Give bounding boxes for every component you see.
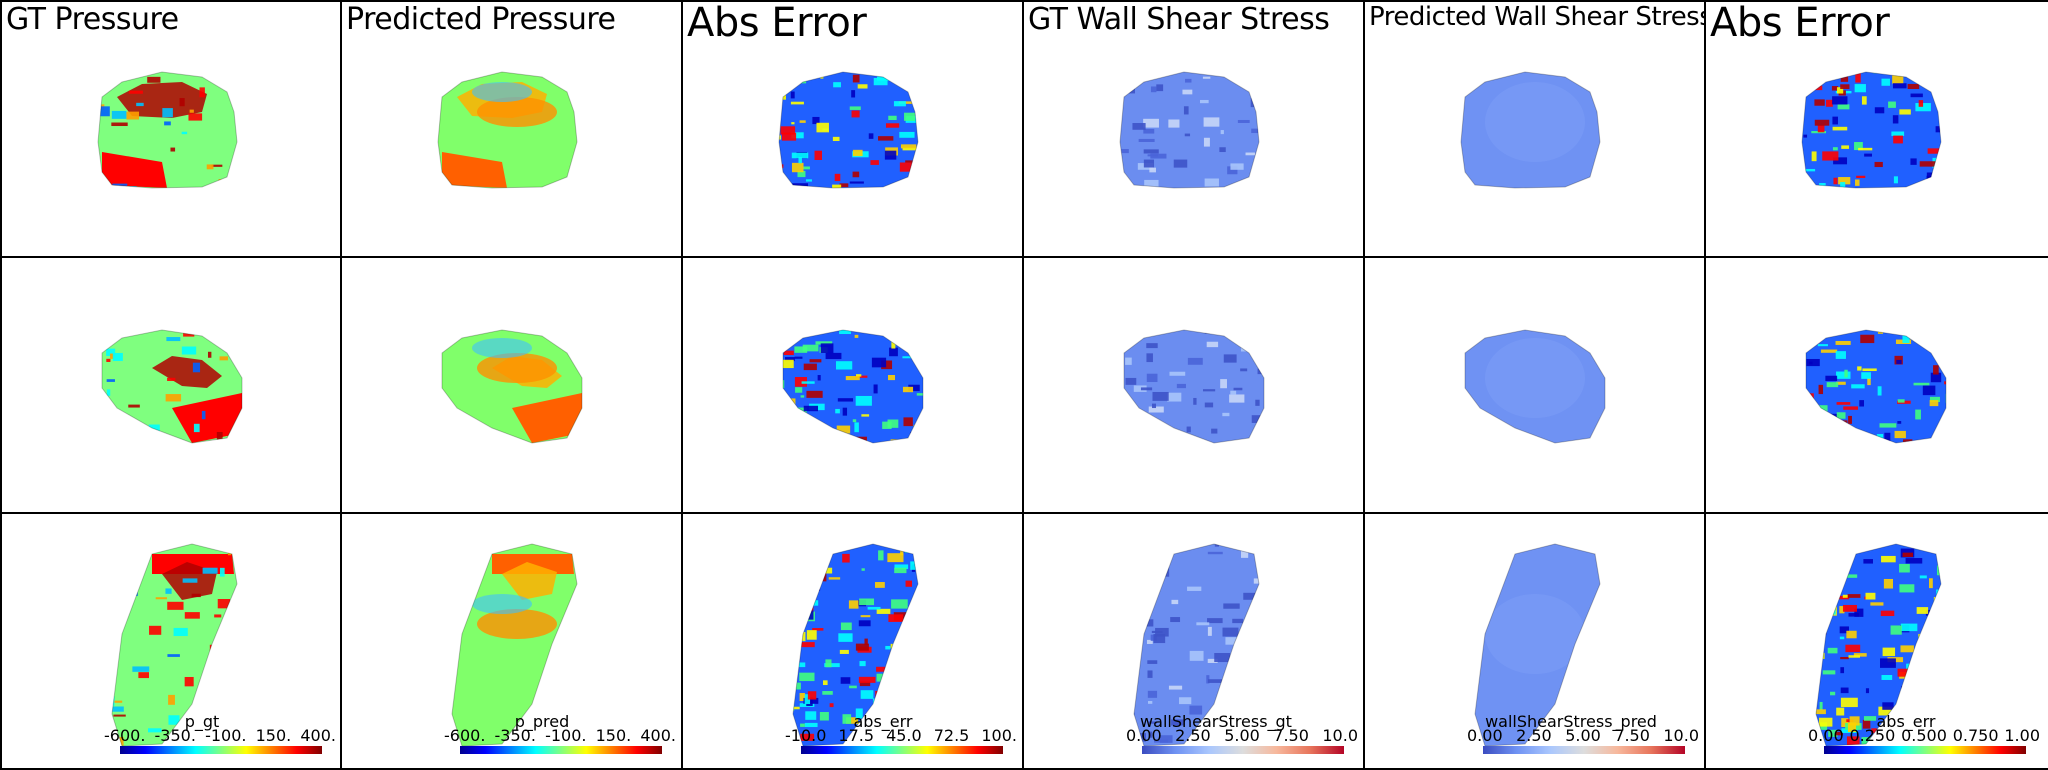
panel-rear-iso-2 (340, 256, 683, 514)
colorbar-tick-label: -350. (154, 726, 196, 745)
colorbar-title: p_gt (184, 712, 220, 731)
panel-bottom-2: p_pred -600. -350. -100. 150. 400. (340, 512, 683, 770)
car-body-surface (1816, 544, 1941, 746)
car-render (1460, 71, 1601, 189)
colorbar-title: p_pred (514, 712, 570, 731)
colorbar-tick-label: -600. (104, 726, 146, 745)
colorbar-tick-label: 0.750 (1952, 726, 1999, 745)
panel-title: Abs Error (687, 0, 867, 46)
panel-side-front-6: Abs Error (1704, 0, 2048, 258)
car-render (1464, 329, 1606, 444)
car-render (101, 329, 243, 444)
colorbar-tick-label: 10.0 (1322, 726, 1358, 745)
colorbar-tick-label: 1.00 (2004, 726, 2040, 745)
panel-rear-iso-4 (1022, 256, 1365, 514)
car-render (97, 71, 238, 189)
colorbar-tick-label: 400. (640, 726, 676, 745)
colorbar-tick-label: 0.250 (1849, 726, 1896, 745)
car-render (441, 329, 583, 444)
colorbar-tick-labels: 0.00 2.50 5.00 7.50 10.0 (1467, 726, 1699, 745)
panel-side-front-3: Abs Error (681, 0, 1024, 258)
car-render (1801, 71, 1942, 189)
colorbar-title: wallShearStress_pred (1485, 712, 1657, 731)
colorbar-tick-label: 7.50 (1614, 726, 1650, 745)
colorbar-tick-label: -10.0 (785, 726, 827, 745)
car-body-surface (793, 544, 918, 746)
colorbar-tick-labels: -10.0 17.5 45.0 72.5 100. (785, 726, 1017, 745)
colorbar (801, 746, 1003, 754)
colorbar-tick-label: -100. (545, 726, 587, 745)
car-render (1474, 543, 1601, 747)
colorbar-tick-label: -350. (494, 726, 536, 745)
car-body-surface (1120, 72, 1259, 188)
colorbar-title: wallShearStress_gt (1140, 712, 1292, 731)
panel-side-front-2: Predicted Pressure (340, 0, 683, 258)
colorbar-tick-label: 400. (300, 726, 336, 745)
panel-title: Abs Error (1710, 0, 1890, 46)
car-body-surface (779, 72, 918, 188)
colorbar-tick-label: 100. (981, 726, 1017, 745)
car-render (1119, 71, 1260, 189)
panel-rear-iso-5 (1363, 256, 1706, 514)
panel-bottom-5: wallShearStress_pred 0.00 2.50 5.00 7.50 10.0 (1363, 512, 1706, 770)
colorbar-tick-label: 0.00 (1126, 726, 1162, 745)
colorbar-tick-label: 17.5 (838, 726, 875, 745)
panel-side-front-5: Predicted Wall Shear Stress (1363, 0, 1706, 258)
colorbar-tick-label: 45.0 (886, 726, 922, 745)
colorbar-tick-label: 5.00 (1565, 726, 1601, 745)
colorbar (120, 746, 322, 754)
colorbar (1824, 746, 2026, 754)
panel-title: GT Pressure (6, 2, 179, 37)
colorbar-tick-label: 0.500 (1901, 726, 1947, 745)
colorbar-tick-label: 150. (255, 726, 292, 745)
colorbar-tick-label: 7.50 (1273, 726, 1309, 745)
colorbar-tick-label: 0.00 (1808, 726, 1844, 745)
car-body-surface (783, 330, 923, 443)
panel-title: GT Wall Shear Stress (1028, 2, 1330, 37)
colorbar (460, 746, 662, 754)
colorbar-tick-label: 150. (595, 726, 632, 745)
colorbar-tick-label: 72.5 (933, 726, 970, 745)
colorbar-title: abs_err (853, 712, 913, 731)
car-render (778, 71, 919, 189)
car-render (437, 71, 578, 189)
colorbar-tick-labels: 0.00 0.250 0.500 0.750 1.00 (1808, 726, 2040, 745)
panel-bottom-1: p_gt -600. -350. -100. 150. 400. (0, 512, 342, 770)
colorbar-tick-label: 2.50 (1175, 726, 1211, 745)
colorbar-title: abs_err (1876, 712, 1936, 731)
panel-title: Predicted Wall Shear Stress (1369, 2, 1706, 32)
colorbar-tick-label: -600. (444, 726, 486, 745)
panel-side-front-1: GT Pressure (0, 0, 342, 258)
car-render (111, 543, 238, 747)
colorbar (1142, 746, 1344, 754)
colorbar-tick-label: 10.0 (1663, 726, 1699, 745)
panel-side-front-4: GT Wall Shear Stress (1022, 0, 1365, 258)
car-render (451, 543, 578, 747)
colorbar-tick-label: 5.00 (1224, 726, 1260, 745)
colorbar-tick-label: 2.50 (1516, 726, 1552, 745)
panel-rear-iso-6 (1704, 256, 2048, 514)
panel-rear-iso-3 (681, 256, 1024, 514)
panel-title: Predicted Pressure (346, 2, 616, 37)
panel-rear-iso-1 (0, 256, 342, 514)
car-render (792, 543, 919, 747)
colorbar-tick-label: -100. (205, 726, 247, 745)
colorbar-tick-labels: -600. -350. -100. 150. 400. (104, 726, 336, 745)
panel-bottom-4: wallShearStress_gt 0.00 2.50 5.00 7.50 10.0 (1022, 512, 1365, 770)
colorbar-tick-labels: 0.00 2.50 5.00 7.50 10.0 (1126, 726, 1358, 745)
car-render (1123, 329, 1265, 444)
car-render (782, 329, 924, 444)
panel-bottom-6: abs_err 0.00 0.250 0.500 0.750 1.00 (1704, 512, 2048, 770)
colorbar (1483, 746, 1685, 754)
colorbar-tick-label: 0.00 (1467, 726, 1503, 745)
car-body-surface (1134, 544, 1259, 746)
car-render (1805, 329, 1947, 444)
car-render (1133, 543, 1260, 747)
car-render (1815, 543, 1942, 747)
colorbar-tick-labels: -600. -350. -100. 150. 400. (444, 726, 676, 745)
panel-bottom-3: abs_err -10.0 17.5 45.0 72.5 100. (681, 512, 1024, 770)
